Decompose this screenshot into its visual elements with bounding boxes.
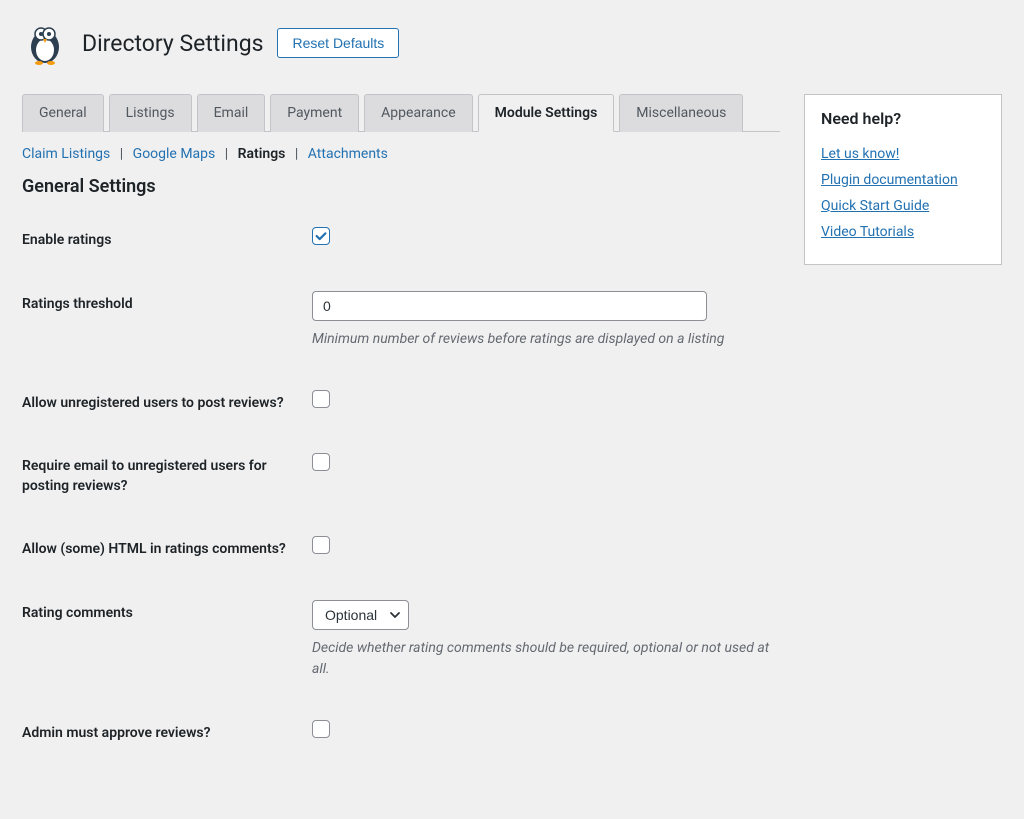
sidebar-link-let-us-know[interactable]: Let us know! — [821, 146, 985, 162]
tab-module-settings[interactable]: Module Settings — [478, 94, 615, 132]
field-ratings-threshold: Ratings threshold Minimum number of revi… — [22, 291, 780, 350]
label-allow-unregistered: Allow unregistered users to post reviews… — [22, 390, 312, 414]
field-enable-ratings: Enable ratings — [22, 227, 780, 251]
tab-miscellaneous[interactable]: Miscellaneous — [619, 94, 743, 132]
sidebar-link-video-tutorials[interactable]: Video Tutorials — [821, 224, 985, 240]
label-ratings-threshold: Ratings threshold — [22, 291, 312, 315]
help-sidebar: Need help? Let us know! Plugin documenta… — [804, 94, 1002, 265]
separator: | — [225, 146, 228, 162]
label-admin-approve: Admin must approve reviews? — [22, 720, 312, 744]
field-allow-html: Allow (some) HTML in ratings comments? — [22, 536, 780, 560]
sub-navigation: Claim Listings | Google Maps | Ratings |… — [22, 132, 780, 176]
reset-defaults-button[interactable]: Reset Defaults — [277, 28, 399, 58]
subnav-attachments[interactable]: Attachments — [308, 146, 388, 162]
sidebar-link-plugin-docs[interactable]: Plugin documentation — [821, 172, 985, 188]
select-rating-comments[interactable]: Optional — [312, 600, 409, 630]
tab-listings[interactable]: Listings — [109, 94, 192, 132]
tab-email[interactable]: Email — [197, 94, 266, 132]
label-allow-html: Allow (some) HTML in ratings comments? — [22, 536, 312, 560]
sidebar-title: Need help? — [821, 109, 985, 128]
label-rating-comments: Rating comments — [22, 600, 312, 624]
helper-ratings-threshold: Minimum number of reviews before ratings… — [312, 329, 780, 350]
tab-payment[interactable]: Payment — [270, 94, 359, 132]
checkbox-allow-unregistered[interactable] — [312, 390, 330, 408]
separator: | — [120, 146, 123, 162]
checkbox-admin-approve[interactable] — [312, 720, 330, 738]
section-title: General Settings — [22, 176, 780, 197]
field-require-email: Require email to unregistered users for … — [22, 453, 780, 496]
subnav-google-maps[interactable]: Google Maps — [133, 146, 216, 162]
label-enable-ratings: Enable ratings — [22, 227, 312, 251]
field-admin-approve: Admin must approve reviews? — [22, 720, 780, 744]
input-ratings-threshold[interactable] — [312, 291, 707, 321]
main-panel: General Listings Email Payment Appearanc… — [22, 94, 780, 784]
page-title: Directory Settings — [82, 30, 263, 57]
checkbox-require-email[interactable] — [312, 453, 330, 471]
field-rating-comments: Rating comments Optional Decide whether … — [22, 600, 780, 680]
subnav-claim-listings[interactable]: Claim Listings — [22, 146, 110, 162]
tab-appearance[interactable]: Appearance — [364, 94, 472, 132]
field-allow-unregistered: Allow unregistered users to post reviews… — [22, 390, 780, 414]
tabs-navigation: General Listings Email Payment Appearanc… — [22, 94, 780, 132]
separator: | — [295, 146, 298, 162]
checkbox-enable-ratings[interactable] — [312, 227, 330, 245]
checkbox-allow-html[interactable] — [312, 536, 330, 554]
tab-general[interactable]: General — [22, 94, 104, 132]
page-header: Directory Settings Reset Defaults — [22, 20, 1002, 66]
mascot-icon — [22, 20, 68, 66]
helper-rating-comments: Decide whether rating comments should be… — [312, 638, 780, 680]
label-require-email: Require email to unregistered users for … — [22, 453, 312, 496]
subnav-ratings: Ratings — [238, 146, 286, 162]
sidebar-link-quick-start[interactable]: Quick Start Guide — [821, 198, 985, 214]
